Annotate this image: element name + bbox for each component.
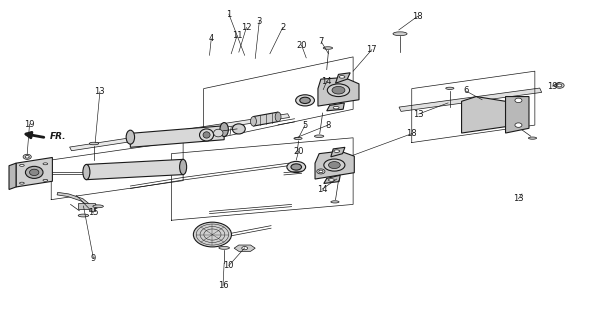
Ellipse shape [324, 159, 345, 171]
Polygon shape [57, 192, 97, 208]
Ellipse shape [327, 84, 350, 97]
Polygon shape [324, 175, 340, 183]
Ellipse shape [200, 129, 214, 141]
Ellipse shape [43, 163, 48, 165]
Text: 18: 18 [406, 129, 417, 138]
Ellipse shape [339, 76, 345, 78]
Ellipse shape [291, 164, 302, 170]
Ellipse shape [43, 179, 48, 181]
Ellipse shape [300, 97, 310, 103]
Ellipse shape [515, 98, 522, 103]
Ellipse shape [25, 156, 29, 158]
Polygon shape [130, 126, 224, 147]
Ellipse shape [19, 164, 24, 166]
Text: 15: 15 [88, 208, 99, 218]
Text: 19: 19 [547, 82, 558, 91]
Ellipse shape [296, 95, 315, 106]
Ellipse shape [333, 106, 339, 109]
Text: 17: 17 [366, 45, 377, 54]
Ellipse shape [329, 179, 335, 181]
Ellipse shape [29, 169, 39, 176]
Text: 19: 19 [24, 120, 35, 129]
Text: 13: 13 [95, 87, 105, 96]
Ellipse shape [78, 214, 89, 217]
Ellipse shape [319, 170, 323, 173]
Ellipse shape [334, 150, 340, 152]
Ellipse shape [323, 47, 333, 49]
Polygon shape [87, 159, 183, 180]
Text: 5: 5 [302, 121, 307, 130]
Ellipse shape [19, 182, 24, 184]
Text: 20: 20 [296, 41, 307, 50]
Polygon shape [331, 147, 345, 157]
Ellipse shape [528, 137, 537, 139]
Polygon shape [78, 203, 95, 212]
Ellipse shape [294, 137, 302, 140]
Polygon shape [505, 97, 529, 133]
Text: 7: 7 [319, 37, 324, 46]
Text: 20: 20 [293, 147, 304, 156]
Text: FR.: FR. [49, 132, 66, 141]
Text: 2: 2 [280, 23, 286, 32]
Ellipse shape [220, 123, 229, 137]
Polygon shape [318, 77, 359, 106]
Ellipse shape [250, 116, 256, 126]
Polygon shape [327, 103, 345, 111]
Text: 9: 9 [91, 254, 96, 263]
Ellipse shape [203, 132, 210, 138]
Ellipse shape [332, 86, 345, 94]
Text: 12: 12 [241, 23, 252, 32]
Text: 13: 13 [413, 109, 424, 118]
Ellipse shape [126, 130, 134, 144]
Text: 14: 14 [322, 77, 332, 86]
Ellipse shape [275, 112, 281, 122]
Ellipse shape [241, 247, 247, 250]
Text: 14: 14 [317, 185, 327, 194]
Polygon shape [399, 88, 542, 111]
Ellipse shape [317, 169, 325, 174]
Polygon shape [234, 245, 255, 252]
Text: 3: 3 [257, 17, 262, 26]
Ellipse shape [232, 124, 245, 134]
Text: 4: 4 [209, 34, 214, 43]
Ellipse shape [557, 84, 562, 87]
Ellipse shape [446, 87, 454, 89]
Polygon shape [9, 163, 16, 189]
Ellipse shape [515, 123, 522, 127]
Text: 1: 1 [226, 10, 231, 19]
Text: 11: 11 [232, 31, 242, 40]
Text: 13: 13 [513, 194, 524, 203]
Text: 8: 8 [325, 121, 330, 130]
Polygon shape [253, 112, 278, 126]
Text: 6: 6 [463, 86, 468, 95]
Ellipse shape [555, 83, 564, 88]
Polygon shape [16, 157, 52, 187]
Ellipse shape [219, 246, 230, 249]
Ellipse shape [315, 135, 324, 138]
Polygon shape [315, 151, 355, 179]
Polygon shape [462, 97, 505, 133]
Polygon shape [70, 114, 290, 151]
Ellipse shape [329, 162, 340, 169]
Text: 10: 10 [224, 261, 234, 270]
Ellipse shape [23, 154, 31, 159]
Ellipse shape [331, 201, 339, 203]
Ellipse shape [393, 32, 407, 36]
Ellipse shape [25, 166, 43, 178]
Ellipse shape [287, 161, 306, 172]
Polygon shape [336, 73, 350, 83]
Ellipse shape [214, 129, 223, 137]
Text: 16: 16 [218, 281, 229, 291]
Ellipse shape [180, 159, 187, 175]
Ellipse shape [83, 164, 90, 180]
Ellipse shape [90, 142, 99, 145]
Ellipse shape [193, 222, 231, 247]
Text: 18: 18 [412, 12, 423, 21]
Ellipse shape [93, 205, 104, 208]
